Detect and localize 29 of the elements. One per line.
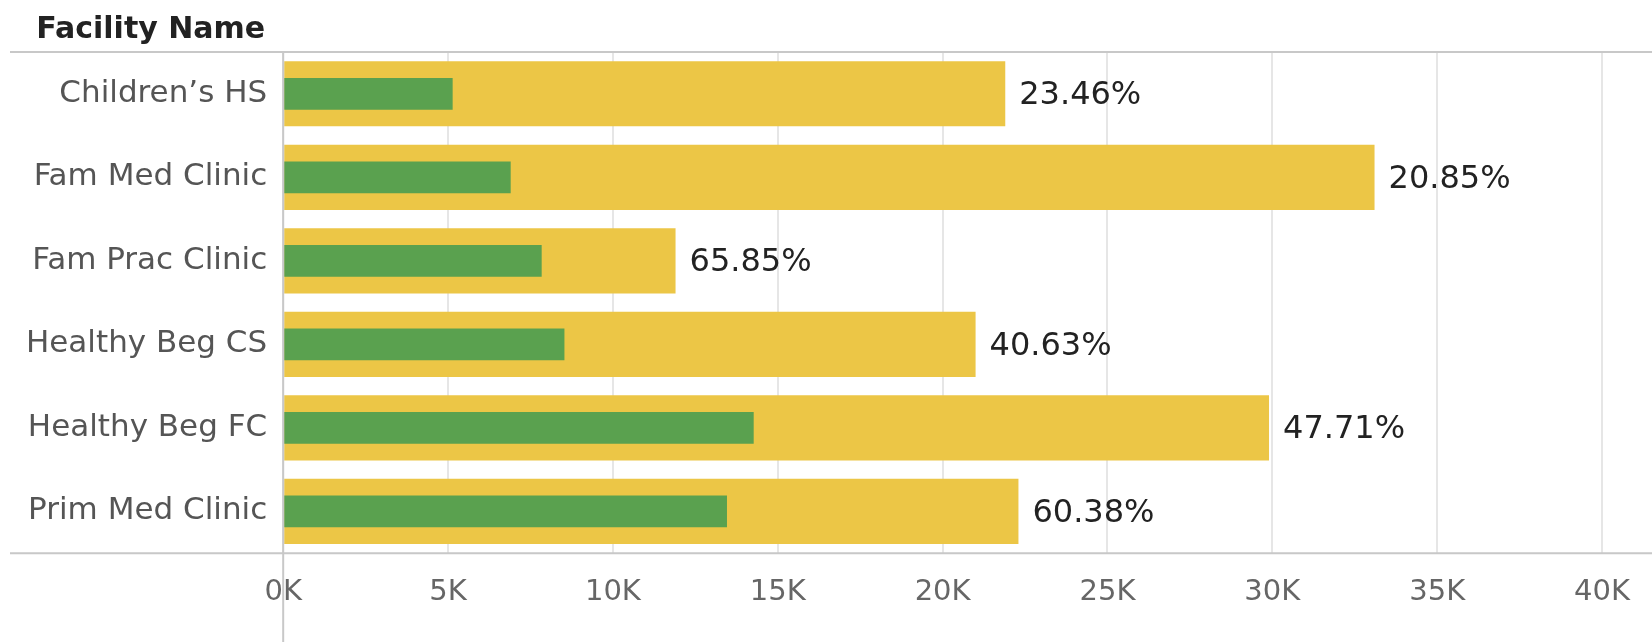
x-tick-label: 20K [914,573,972,608]
y-tick-label: Fam Prac Clinic [32,239,268,276]
y-tick-label: Healthy Beg CS [25,323,268,360]
bar [284,161,511,194]
bar [284,495,727,528]
annotation: 23.46% [1019,74,1142,113]
annotation: 60.38% [1032,491,1155,530]
x-tick-label: 40K [1574,573,1631,608]
x-tick-label: 15K [749,573,807,608]
x-tick-label: 25K [1079,573,1137,608]
x-tick-label: 35K [1409,573,1467,608]
x-tick-label: 30K [1244,573,1302,608]
annotation: 20.85% [1388,157,1511,196]
annotation: 40.63% [989,324,1112,363]
bar [284,412,754,444]
bar [284,244,542,277]
bar [284,144,1375,210]
y-axis-title: Facility Name [36,10,266,45]
y-tick-label: Fam Med Clinic [33,156,268,193]
bar [284,328,565,361]
x-tick-label: 0K [264,573,303,608]
x-tick-label: 10K [584,573,642,608]
annotation: 47.71% [1283,408,1406,447]
y-tick-label: Healthy Beg FC [27,406,268,443]
y-tick-label: Prim Med Clinic [28,490,268,527]
annotation: 65.85% [689,241,812,280]
y-tick-label: Children’s HS [59,72,268,109]
bar [284,77,453,110]
x-tick-label: 5K [429,573,468,608]
